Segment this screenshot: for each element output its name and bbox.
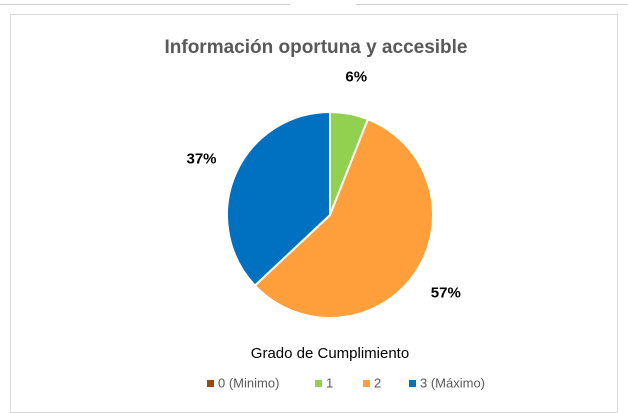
- pie-slice: [253, 117, 434, 319]
- legend-label: 0 (Minimo): [218, 375, 279, 390]
- legend-marker: [315, 380, 322, 387]
- legend-marker: [207, 380, 214, 387]
- legend-marker: [363, 380, 370, 387]
- legend-label: 1: [326, 375, 333, 390]
- legend-marker: [409, 380, 416, 387]
- legend-label: 2: [374, 375, 381, 390]
- legend-title: Grado de Cumplimiento: [251, 345, 409, 362]
- legend-label: 3 (Máximo): [420, 375, 485, 390]
- chart-title: Información oportuna y accesible: [164, 37, 467, 58]
- data-label: 57%: [431, 285, 461, 302]
- data-label: 6%: [345, 68, 367, 85]
- pie-slice: [226, 110, 331, 287]
- data-label: 37%: [186, 150, 216, 167]
